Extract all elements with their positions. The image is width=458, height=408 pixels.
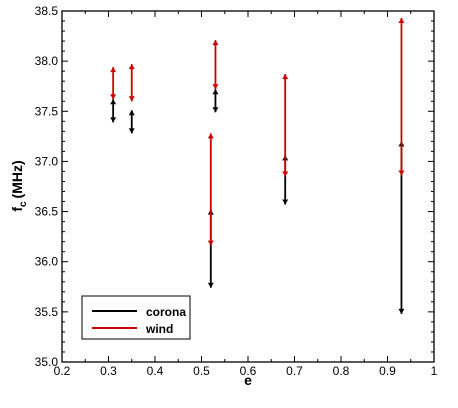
corona-arrow-down [398,308,405,314]
legend-label-wind: wind [145,322,173,336]
y-axis-label-unit: (MHz) [9,160,25,198]
legend: corona wind [81,295,191,340]
legend-label-corona: corona [146,305,186,319]
x-tick-label: 0.6 [240,364,257,378]
x-tick-label: 0.7 [286,364,303,378]
corona-arrow-up [128,110,135,116]
wind-arrow-down [128,96,135,102]
x-tick-label: 0.4 [147,364,164,378]
y-tick-label: 36.0 [35,255,59,269]
wind-arrow-up [128,64,135,70]
x-tick-label: 0.9 [379,364,396,378]
x-tick-label: 0.2 [54,364,71,378]
corona-arrow-up [212,89,219,95]
legend-box [81,295,191,340]
corona-arrow-down [212,107,219,113]
y-tick-label: 37.5 [35,104,59,118]
corona-arrow-down [207,282,214,288]
wind-arrow-up [398,18,405,24]
y-axis-label-sub: c [18,201,29,207]
y-axis-label-main: f [9,207,25,212]
corona-arrow-down [128,128,135,134]
wind-arrow-up [110,67,117,73]
x-tick-label: 0.3 [100,364,117,378]
y-tick-label: 38.5 [35,4,59,18]
corona-arrow-down [110,117,117,123]
wind-arrow-up [207,133,214,139]
x-tick-label: 0.5 [193,364,210,378]
wind-arrow-down [110,94,117,100]
y-tick-label: 35.5 [35,305,59,319]
y-tick-label: 37.0 [35,154,59,168]
wind-arrow-down [207,240,214,246]
corona-arrow-down [282,199,289,205]
x-tick-label: 1 [431,364,438,378]
wind-arrow-down [282,171,289,177]
y-tick-label: 35.0 [35,355,59,369]
corona-arrow-up [110,99,117,105]
y-axis-label: fc (MHz) [9,160,29,211]
wind-arrow-down [212,84,219,90]
y-tick-label: 38.0 [35,54,59,68]
wind-arrow-up [212,40,219,46]
wind-arrow-down [398,170,405,176]
wind-arrow-up [282,74,289,80]
x-tick-label: 0.8 [333,364,350,378]
x-axis-label: e [244,372,252,388]
y-tick-label: 36.5 [35,205,59,219]
series-layer [110,18,405,314]
tick-layer: 0.2 0.3 0.4 0.5 0.6 0.7 0.8 0.9 1 35.0 35.5 36.0 36.… [35,4,438,378]
